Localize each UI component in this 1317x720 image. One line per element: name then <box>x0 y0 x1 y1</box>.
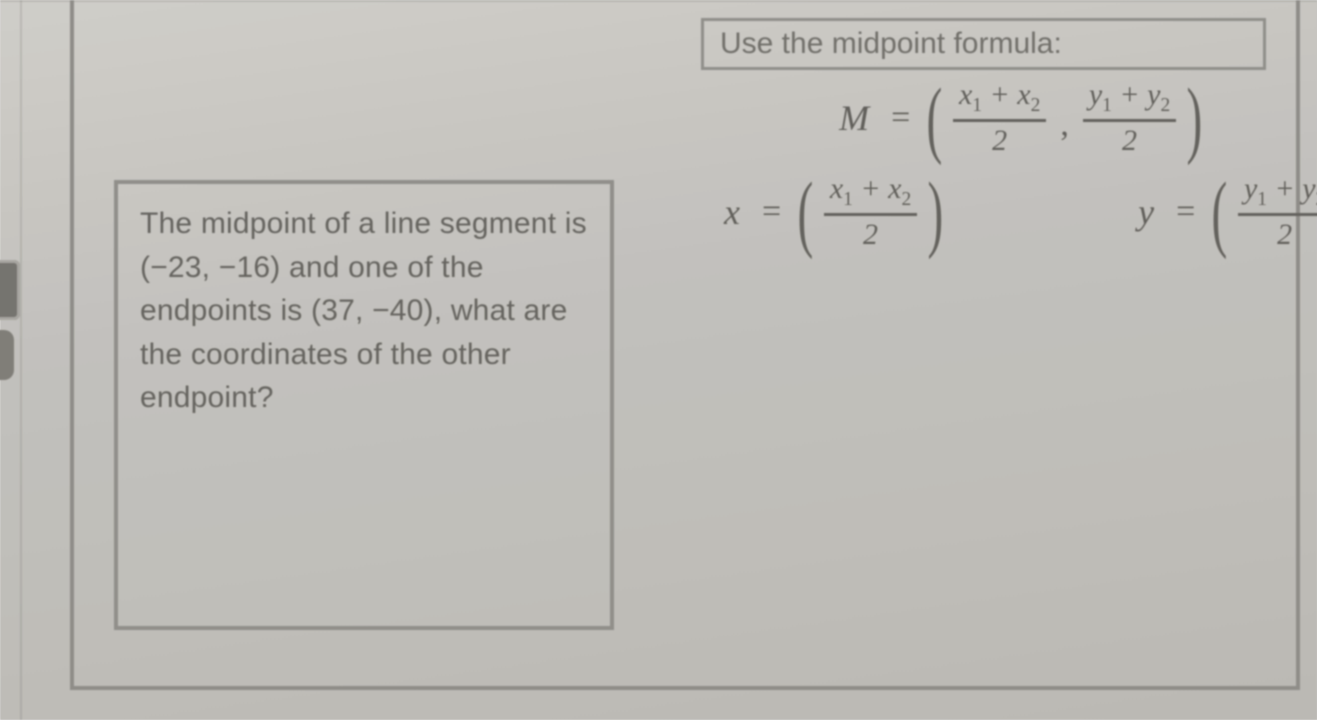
paren-group: ( x1 + x2 2 , y1 + y2 2 ) <box>920 78 1209 158</box>
equals-sign: = <box>762 193 781 231</box>
paren-group: ( x1 + x2 2 ) <box>791 172 950 252</box>
y-fraction-numerator: y1 + y2 <box>1238 172 1317 216</box>
y-component-formula: y = ( y1 + y2 2 ) <box>1138 172 1317 252</box>
left-paren-icon: ( <box>1212 177 1228 247</box>
formula-hint-label: Use the midpoint formula: <box>720 27 1062 61</box>
formula-hint-box: Use the midpoint formula: <box>701 18 1266 70</box>
paren-group: ( y1 + y2 2 ) <box>1205 172 1317 252</box>
left-paren-icon: ( <box>927 83 943 153</box>
x-fraction-denominator: 2 <box>863 216 878 252</box>
formula-y-lhs: y <box>1138 191 1154 233</box>
y-fraction-denominator: 2 <box>1122 122 1137 158</box>
x-fraction-denominator: 2 <box>992 122 1007 158</box>
y-fraction-denominator: 2 <box>1277 216 1292 252</box>
equals-sign: = <box>1176 193 1195 231</box>
formula-area: M = ( x1 + x2 2 , y1 + y2 2 ) <box>674 78 1317 266</box>
x-fraction: x1 + x2 2 <box>953 78 1046 158</box>
x-fraction-numerator: x1 + x2 <box>953 78 1046 122</box>
equals-sign: = <box>891 99 910 137</box>
formula-M-lhs: M <box>839 97 869 139</box>
x-component-formula: x = ( x1 + x2 2 ) <box>724 172 950 252</box>
midpoint-formula-row: M = ( x1 + x2 2 , y1 + y2 2 ) <box>674 78 1317 158</box>
worksheet-page: The midpoint of a line segment is (−23, … <box>0 0 1317 720</box>
left-paren-icon: ( <box>798 177 814 247</box>
page-edge-artifact <box>0 260 20 320</box>
comma: , <box>1060 106 1069 158</box>
y-fraction: y1 + y2 2 <box>1083 78 1176 158</box>
problem-cell: The midpoint of a line segment is (−23, … <box>70 0 1300 690</box>
grid-vrule <box>20 0 22 720</box>
formula-x-lhs: x <box>724 191 740 233</box>
y-fraction: y1 + y2 2 <box>1238 172 1317 252</box>
right-paren-icon: ) <box>928 177 944 247</box>
y-fraction-numerator: y1 + y2 <box>1083 78 1176 122</box>
right-paren-icon: ) <box>1187 83 1203 153</box>
component-formula-row: x = ( x1 + x2 2 ) y = ( <box>674 172 1317 252</box>
x-fraction-numerator: x1 + x2 <box>824 172 917 216</box>
problem-statement-text: The midpoint of a line segment is (−23, … <box>140 202 588 420</box>
problem-statement-box: The midpoint of a line segment is (−23, … <box>114 180 614 630</box>
page-edge-artifact <box>0 330 14 380</box>
x-fraction: x1 + x2 2 <box>824 172 917 252</box>
